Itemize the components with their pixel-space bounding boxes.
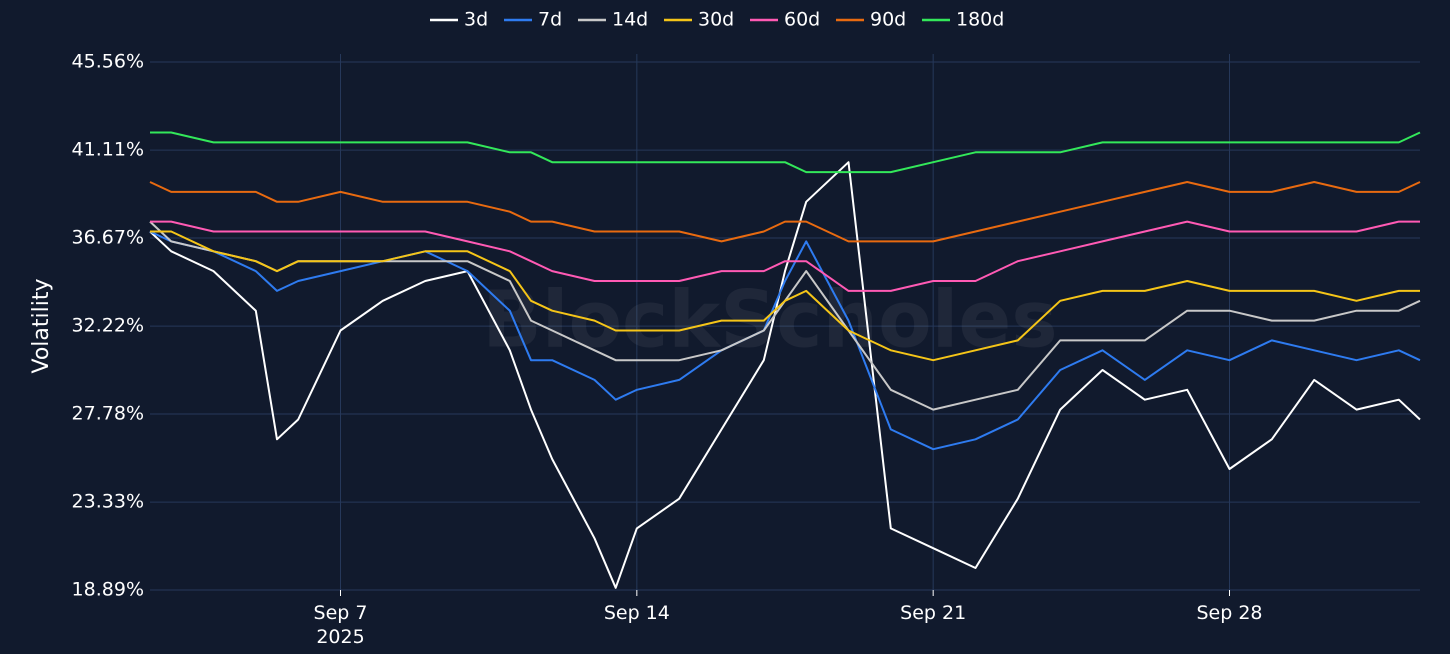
y-tick-label: 27.78% bbox=[72, 403, 144, 425]
legend-label: 60d bbox=[784, 9, 820, 31]
legend-label: 30d bbox=[698, 9, 734, 31]
legend-item-3d[interactable]: 3d bbox=[430, 9, 488, 31]
x-tick-label: Sep 28 bbox=[1196, 602, 1262, 624]
x-tick-sublabel: 2025 bbox=[316, 626, 364, 648]
legend-label: 3d bbox=[464, 9, 488, 31]
y-tick-label: 18.89% bbox=[72, 579, 144, 601]
y-axis-tick-labels: 18.89% 23.33% 27.78% 32.22% 36.67% 41.11% 45.5… bbox=[72, 51, 144, 601]
legend-item-180d[interactable]: 180d bbox=[922, 9, 1004, 31]
legend-label: 14d bbox=[612, 9, 648, 31]
legend-item-30d[interactable]: 30d bbox=[664, 9, 734, 31]
legend-label: 180d bbox=[956, 9, 1004, 31]
series-line-180d bbox=[150, 131, 1421, 174]
legend-label: 7d bbox=[538, 9, 562, 31]
x-tick-label: Sep 21 bbox=[900, 602, 966, 624]
legend-item-90d[interactable]: 90d bbox=[836, 9, 906, 31]
series-line-3d bbox=[149, 161, 1421, 589]
series-line-90d bbox=[149, 181, 1421, 243]
y-tick-label: 36.67% bbox=[72, 227, 144, 249]
legend-label: 90d bbox=[870, 9, 906, 31]
legend: 3d 7d 14d 30d 60d 90d 180d bbox=[430, 9, 1004, 31]
series-lines bbox=[149, 131, 1421, 589]
series-line-60d bbox=[150, 220, 1420, 292]
y-tick-label: 32.22% bbox=[72, 315, 144, 337]
grid-lines bbox=[150, 54, 1420, 596]
y-tick-label: 23.33% bbox=[72, 491, 144, 513]
x-tick-label: Sep 7 bbox=[314, 602, 368, 624]
legend-item-60d[interactable]: 60d bbox=[750, 9, 820, 31]
y-tick-label: 45.56% bbox=[72, 51, 144, 73]
series-line-30d bbox=[150, 230, 1420, 362]
y-tick-label: 41.11% bbox=[72, 139, 144, 161]
x-tick-label: Sep 14 bbox=[604, 602, 670, 624]
y-axis-label: Volatility bbox=[29, 278, 54, 373]
legend-item-7d[interactable]: 7d bbox=[504, 9, 562, 31]
legend-item-14d[interactable]: 14d bbox=[578, 9, 648, 31]
